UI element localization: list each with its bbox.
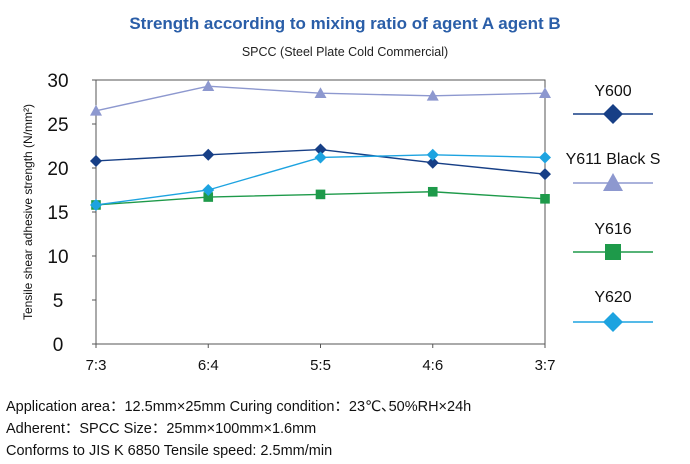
- y-tick-label: 15: [47, 203, 68, 224]
- y-tick-label: 10: [47, 247, 68, 268]
- y-tick-label: 20: [47, 159, 68, 180]
- data-point: [202, 148, 215, 161]
- test-condition-line-1: Application area：12.5mm×25mm Curing cond…: [6, 399, 472, 415]
- x-tick-label: 6:4: [198, 357, 219, 374]
- data-point: [426, 89, 439, 101]
- data-point: [539, 168, 551, 181]
- data-point: [90, 154, 102, 167]
- series-y620: [90, 148, 551, 211]
- legend-label: Y616: [594, 221, 631, 238]
- data-point: [203, 192, 214, 202]
- x-tick-label: 3:7: [535, 357, 556, 374]
- x-tick-label: 7:3: [86, 357, 107, 374]
- data-point: [427, 186, 438, 197]
- chart-title: Strength according to mixing ratio of ag…: [129, 14, 561, 33]
- test-conditions: Application area：12.5mm×25mm Curing cond…: [6, 396, 471, 462]
- legend-marker: [603, 312, 623, 332]
- data-point: [540, 194, 550, 204]
- chart-axes: [95, 79, 546, 345]
- data-point: [315, 189, 326, 200]
- data-point: [90, 198, 102, 211]
- data-point: [90, 104, 102, 116]
- y-tick-label: 25: [47, 115, 68, 136]
- test-condition-line-2: Adherent：SPCC Size：25mm×100mm×1.6mm: [6, 421, 317, 437]
- legend-label: Y600: [594, 83, 631, 100]
- y-axis-ticks: 0 5 10 15 20 25 30: [47, 71, 96, 356]
- legend-marker: [605, 244, 621, 260]
- y-tick-label: 5: [53, 291, 64, 312]
- x-tick-label: 4:6: [422, 357, 443, 374]
- data-point: [426, 156, 439, 169]
- y-tick-label: 0: [53, 335, 64, 356]
- plot-area-frame: [95, 79, 546, 345]
- data-point: [539, 151, 551, 164]
- y-tick-label: 30: [47, 71, 68, 92]
- legend-marker: [603, 173, 623, 191]
- chart-series: [90, 80, 551, 211]
- data-point: [314, 143, 327, 156]
- legend-label: Y620: [594, 289, 631, 306]
- legend-label: Y611 Black S: [566, 151, 661, 168]
- series-y611-black-s: [90, 80, 551, 116]
- chart-legend: Y600 Y611 Black S Y616 Y620: [566, 83, 661, 332]
- data-point: [202, 184, 215, 196]
- series-y600: [90, 143, 551, 181]
- x-axis-ticks: 7:3 6:4 5:5 4:6 3:7: [86, 344, 556, 374]
- legend-marker: [603, 104, 623, 124]
- x-tick-label: 5:5: [310, 357, 331, 374]
- data-point: [314, 151, 327, 164]
- test-condition-line-3: Conforms to JIS K 6850 Tensile speed: 2.…: [6, 443, 333, 459]
- data-point: [426, 148, 439, 161]
- series-y616: [91, 186, 550, 210]
- chart-subtitle: SPCC (Steel Plate Cold Commercial): [241, 45, 449, 59]
- data-point: [314, 87, 327, 98]
- data-point: [202, 80, 215, 91]
- data-point: [539, 87, 551, 98]
